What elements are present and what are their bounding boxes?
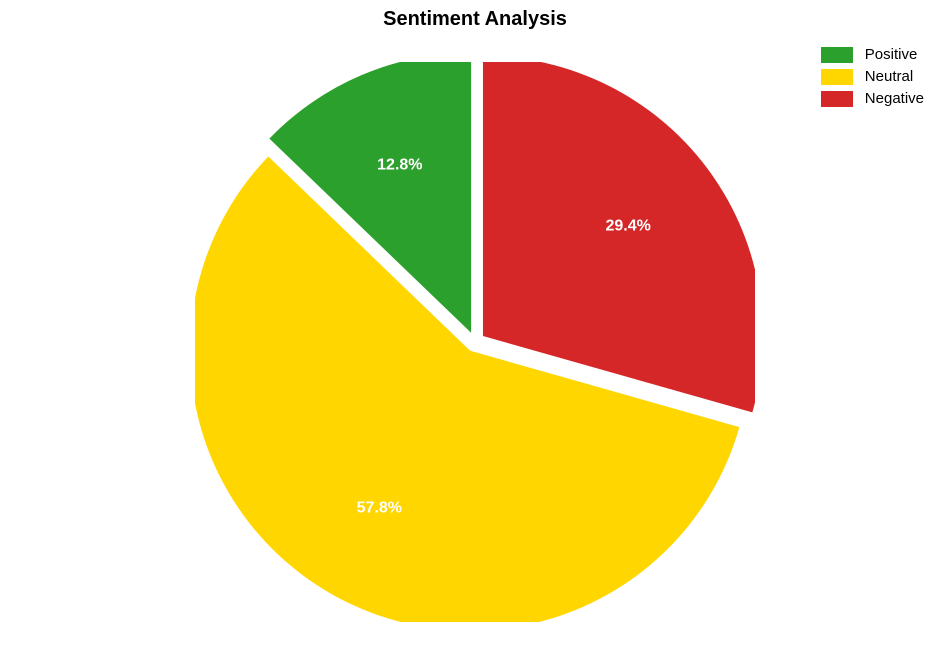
legend-item-negative: Negative xyxy=(821,90,924,107)
legend-label: Positive xyxy=(865,46,918,63)
pie-slice-label: 29.4% xyxy=(605,217,650,234)
legend-label: Neutral xyxy=(865,68,913,85)
chart-title: Sentiment Analysis xyxy=(0,8,950,31)
legend-item-positive: Positive xyxy=(821,46,924,63)
pie-slice-negative xyxy=(483,62,755,412)
legend-item-neutral: Neutral xyxy=(821,68,924,85)
legend-label: Negative xyxy=(865,90,924,107)
legend-swatch xyxy=(821,91,853,107)
legend-swatch xyxy=(821,69,853,85)
pie-slice-label: 12.8% xyxy=(377,157,422,174)
pie-chart: 29.4% 57.8% 12.8% xyxy=(195,62,755,622)
pie-slice-label: 57.8% xyxy=(357,500,402,517)
legend-swatch xyxy=(821,47,853,63)
legend: Positive Neutral Negative xyxy=(821,46,924,112)
